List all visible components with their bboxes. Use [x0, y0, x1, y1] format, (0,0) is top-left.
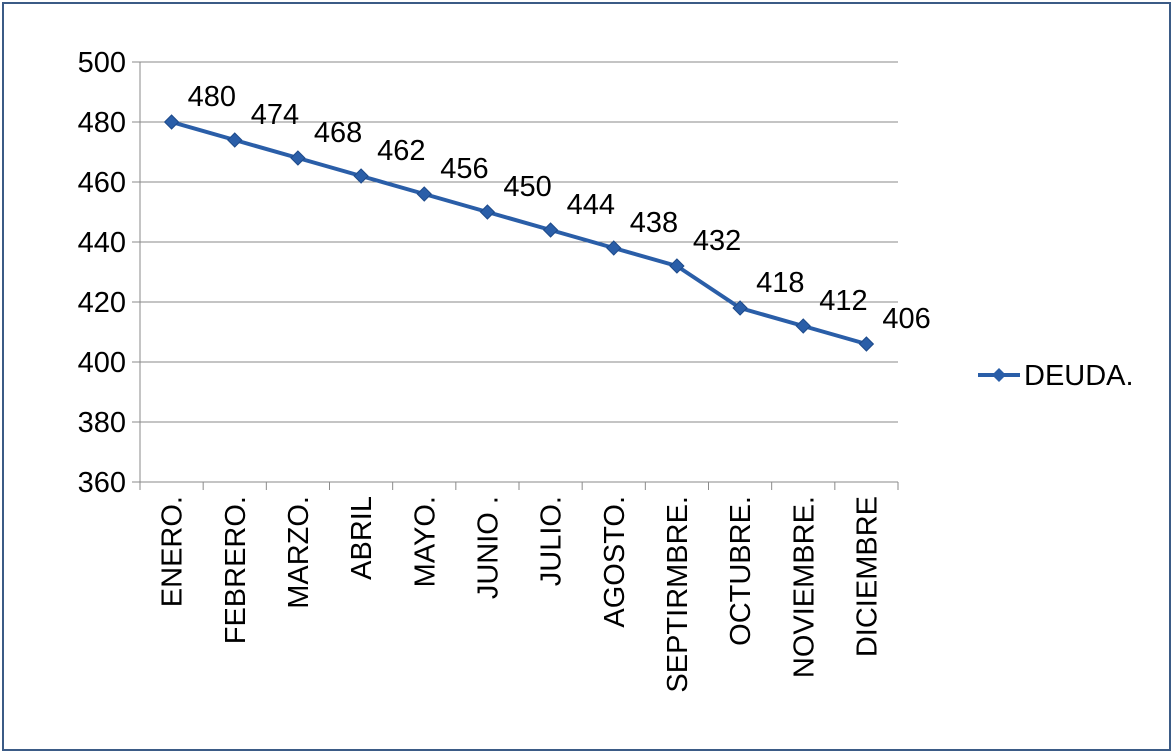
data-point-marker [858, 336, 875, 352]
data-point-marker [669, 258, 685, 274]
series-markers [163, 114, 875, 352]
data-label: 418 [756, 267, 804, 299]
y-tick-label: 480 [78, 107, 126, 139]
category-labels: ENERO. FEBRERO. MARZO. ABRIL MAYO. JUNIO . JUL… [157, 496, 884, 693]
category-label: JUNIO . [472, 496, 504, 599]
legend-label-deuda: DEUDA. [1024, 360, 1134, 392]
y-tick-label: 400 [78, 347, 126, 379]
data-point-marker [732, 300, 748, 316]
data-label: 474 [251, 99, 299, 131]
category-label: DICIEMBRE [851, 496, 883, 657]
category-label: MARZO. [283, 496, 315, 609]
category-label: ENERO. [157, 496, 189, 607]
data-label: 406 [882, 303, 930, 335]
y-tick-label: 440 [78, 227, 126, 259]
data-label: 462 [377, 135, 425, 167]
y-tick-label: 460 [78, 167, 126, 199]
category-label: NOVIEMBRE. [788, 496, 820, 678]
category-label: ABRIL [346, 496, 378, 580]
data-point-marker [227, 132, 243, 148]
series-line-deuda [171, 120, 867, 346]
data-point-marker [290, 150, 306, 166]
category-label: MAYO. [409, 496, 441, 587]
data-label: 444 [567, 189, 615, 221]
data-label: 412 [819, 285, 867, 317]
y-tick-label: 360 [78, 467, 126, 499]
y-axis-ticks: 360 380 400 420 440 460 480 500 [78, 47, 126, 499]
series-deuda [171, 120, 867, 346]
category-label: AGOSTO. [599, 496, 631, 628]
data-label: 450 [503, 171, 551, 203]
y-tick-label: 500 [78, 47, 126, 79]
x-axis-ticks [139, 482, 899, 490]
legend: DEUDA. [978, 360, 1134, 392]
data-point-marker [479, 204, 496, 220]
data-point-marker [163, 114, 180, 130]
category-label: FEBRERO. [220, 496, 252, 644]
data-point-marker [353, 168, 369, 184]
legend-marker-deuda [992, 368, 1006, 382]
data-labels: 480 474 468 462 456 450 444 438 432 418 412 406 [188, 81, 931, 335]
data-point-marker [606, 240, 622, 256]
y-tick-label: 420 [78, 287, 126, 319]
category-label: OCTUBRE. [725, 496, 757, 646]
category-label: SEPTIRMBRE. [662, 496, 694, 693]
data-label: 468 [314, 117, 362, 149]
data-point-marker [795, 318, 811, 334]
data-point-marker [416, 186, 432, 202]
data-label: 432 [693, 225, 741, 257]
category-label: JULIO. [536, 496, 568, 586]
data-label: 480 [188, 81, 236, 113]
data-label: 456 [440, 153, 488, 185]
data-label: 438 [630, 207, 678, 239]
y-tick-label: 380 [78, 407, 126, 439]
data-point-marker [542, 222, 559, 238]
gridlines [140, 61, 898, 423]
